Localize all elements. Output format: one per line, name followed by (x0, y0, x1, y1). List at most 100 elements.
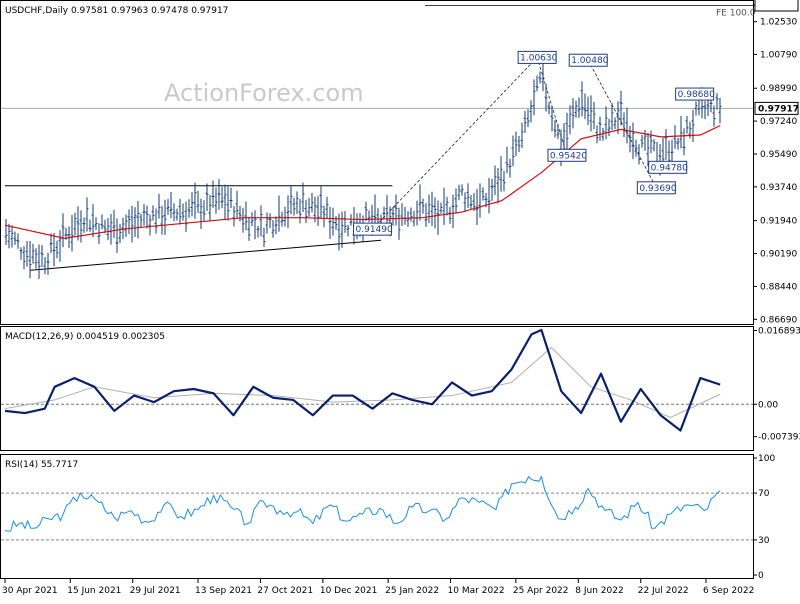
price-bar (142, 204, 146, 226)
price-bar (478, 183, 482, 218)
price-bar (439, 202, 443, 214)
price-bar (520, 122, 524, 149)
macd-main-line (4, 328, 721, 432)
price-bar (595, 125, 599, 144)
price-bar (235, 190, 239, 219)
price-bar (316, 196, 320, 226)
macd-y-tick-label: 0.016893 (758, 326, 800, 336)
price-bar (151, 205, 155, 221)
price-y-tick-label: 0.95490 (760, 150, 797, 160)
rsi-title: RSI(14) 55.7717 (5, 460, 78, 470)
projection-line-2 (536, 57, 568, 156)
rsi-y-tick-label: 100 (758, 454, 775, 464)
projection-line-1 (372, 57, 538, 230)
price-bar (4, 219, 8, 246)
price-y-tick-label: 0.93740 (760, 183, 797, 193)
price-bar (127, 209, 131, 234)
price-bar (649, 130, 653, 154)
price-bar (490, 178, 494, 201)
price-bar (643, 129, 647, 151)
price-bar (148, 214, 152, 236)
price-bar (607, 118, 611, 137)
price-bar (403, 206, 407, 225)
price-bar (100, 214, 104, 230)
watermark: ActionForex.com (164, 79, 364, 107)
price-bar (706, 98, 710, 117)
price-y-tick-label: 1.00790 (760, 50, 797, 60)
price-bar (280, 211, 284, 227)
x-tick-label: 25 Jan 2022 (385, 586, 439, 596)
price-bar (418, 184, 422, 221)
rsi-y-tick-label: 0 (758, 571, 764, 581)
price-bar (523, 110, 527, 133)
x-tick-label: 15 Jun 2021 (67, 586, 121, 596)
price-bar (238, 205, 242, 222)
annotation-box (648, 160, 688, 174)
price-bar (394, 194, 398, 226)
price-bar (16, 233, 20, 249)
price-bar (43, 256, 47, 275)
price-bar (409, 207, 413, 222)
price-annotation: 0.91490 (353, 222, 393, 236)
rsi-y-axis: 100 70 30 0 (753, 454, 775, 581)
price-bar (532, 79, 536, 116)
macd-y-tick-label: -0.007393 (758, 433, 800, 443)
price-bar (676, 138, 680, 150)
projection-lines (372, 57, 657, 230)
price-bar (271, 220, 275, 238)
price-bar (454, 188, 458, 214)
price-bar (325, 196, 329, 219)
rsi-y-tick-label: 70 (758, 489, 770, 499)
price-bar (616, 101, 620, 135)
price-bar (160, 205, 164, 235)
price-bar (298, 198, 302, 224)
x-tick-label: 30 Apr 2021 (2, 586, 58, 596)
price-bar (220, 186, 224, 209)
price-bar (550, 105, 554, 132)
annotation-label: 0.98680 (678, 90, 715, 100)
macd-y-tick-label: 0.00 (758, 400, 778, 410)
price-bar (715, 93, 719, 110)
price-bar (94, 217, 98, 230)
rsi-pane-frame (0, 454, 754, 579)
price-bar (70, 214, 74, 252)
price-bar (469, 195, 473, 210)
price-bar (28, 241, 32, 279)
price-annotation: 1.00480 (568, 53, 609, 67)
price-header: USDCHF,Daily 0.97581 0.97963 0.97478 0.9… (5, 6, 228, 16)
price-bar (244, 201, 248, 231)
price-bar (466, 183, 470, 209)
price-bar (7, 223, 11, 249)
price-bar (583, 93, 587, 120)
current-price-label: 0.97917 (758, 104, 799, 114)
price-annotation: 0.94780 (648, 160, 688, 174)
price-bar (574, 100, 578, 118)
price-bar (400, 203, 404, 227)
price-bar (622, 112, 626, 138)
x-tick-label: 27 Oct 2021 (257, 586, 313, 596)
x-axis: 30 Apr 2021 15 Jun 2021 29 Jul 2021 13 Sep … (2, 579, 754, 596)
price-bar (262, 227, 266, 247)
price-bar (619, 90, 623, 126)
annotation-label: 1.00630 (520, 53, 557, 63)
price-y-tick-label: 0.98990 (760, 84, 797, 94)
price-bar (346, 224, 350, 237)
price-bar (382, 206, 386, 219)
price-bar (166, 198, 170, 215)
price-bar (664, 129, 668, 160)
price-bar (19, 247, 23, 260)
price-bar (673, 125, 677, 149)
price-bar (124, 214, 128, 237)
price-y-tick-label: 0.86690 (760, 315, 797, 325)
price-bar (493, 165, 497, 195)
price-bar (31, 243, 35, 264)
price-bar (289, 185, 293, 215)
price-bar (268, 213, 272, 229)
price-bar (253, 210, 257, 240)
price-bar (88, 219, 92, 232)
fe-price-box (754, 0, 799, 12)
price-bar (457, 184, 461, 201)
current-price-badge: 0.97917 (754, 101, 799, 115)
